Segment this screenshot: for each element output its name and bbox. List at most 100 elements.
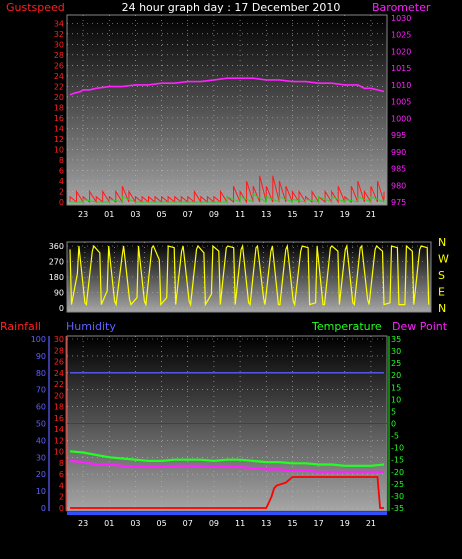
baro-tick-label: 975 [391,198,406,207]
direction-tick-label: 360 [49,242,64,251]
rain-tick-label: 8 [59,459,64,468]
baro-tick-label: 1000 [391,114,411,123]
baro-tick-label: 1025 [391,31,411,40]
gust-tick-label: 26 [54,61,64,70]
baro-tick-label: 980 [391,181,406,190]
gust-tick-label: 2 [59,187,64,196]
rain-tick-label: 2 [59,493,64,502]
gust-tick-label: 4 [59,177,64,186]
x-tick-label: 11 [235,210,245,219]
x-tick-label: 17 [313,519,323,528]
baro-tick-label: 1005 [391,98,411,107]
bottom-time-bar [67,512,387,515]
temp-tick-label: -10 [391,444,404,453]
x-tick-label: 07 [183,210,193,219]
x-tick-label: 21 [366,210,376,219]
baro-tick-label: 1030 [391,14,411,23]
rain-tick-label: 14 [54,425,64,434]
temp-tick-label: 20 [391,371,401,380]
direction-tick-label: 0 [59,304,64,313]
x-tick-label: 11 [235,519,245,528]
humidity-tick-label: 30 [36,453,46,462]
compass-label: E [438,286,445,299]
x-tick-label: 05 [156,210,166,219]
gust-tick-label: 0 [59,198,64,207]
dewpoint-line [69,459,384,473]
rain-tick-label: 4 [59,481,64,490]
humidity-tick-label: 10 [36,487,46,496]
compass-label: W [438,253,449,266]
barometer-label: Barometer [372,1,431,14]
x-tick-label: 13 [261,519,271,528]
baro-tick-label: 995 [391,131,406,140]
rain-tick-label: 30 [54,335,64,344]
x-tick-label: 23 [78,210,88,219]
gust-tick-label: 30 [54,40,64,49]
x-tick-label: 09 [209,210,219,219]
temp-tick-label: 25 [391,359,401,368]
direction-line [69,243,430,307]
compass-label: S [438,269,445,282]
gust-tick-label: 18 [54,103,64,112]
graph-title: 24 hour graph day : 17 December 2010 [122,1,341,14]
temp-tick-label: -25 [391,480,404,489]
x-tick-label: 07 [183,519,193,528]
humidity-tick-label: 60 [36,403,46,412]
rain-tick-label: 0 [59,504,64,513]
gust-tick-label: 22 [54,82,64,91]
temp-tick-label: 10 [391,395,401,404]
gust-tick-label: 8 [59,156,64,165]
gust-tick-label: 24 [54,72,64,81]
gust-tick-label: 28 [54,51,64,60]
temp-tick-label: -20 [391,468,404,477]
direction-tick-label: 270 [49,258,64,267]
x-tick-label: 17 [313,210,323,219]
temp-tick-label: -15 [391,456,404,465]
humidity-tick-label: 100 [31,335,46,344]
rain-tick-label: 16 [54,414,64,423]
baro-tick-label: 1015 [391,64,411,73]
baro-tick-label: 1010 [391,81,411,90]
x-tick-label: 05 [156,519,166,528]
humidity-tick-label: 80 [36,369,46,378]
temp-tick-label: -35 [391,504,404,513]
humidity-tick-label: 20 [36,470,46,479]
dewpoint-label: Dew Point [392,320,448,333]
gust-tick-label: 6 [59,166,64,175]
temp-tick-label: 30 [391,347,401,356]
humidity-tick-label: 70 [36,386,46,395]
temperature-label: Temperature [311,320,382,333]
direction-tick-label: 180 [49,273,64,282]
humidity-tick-label: 50 [36,420,46,429]
baro-tick-label: 1020 [391,47,411,56]
gust-tick-label: 32 [54,30,64,39]
rain-tick-label: 10 [54,448,64,457]
baro-tick-label: 990 [391,148,406,157]
x-tick-label: 19 [340,519,350,528]
rainfall-line [70,476,384,509]
x-tick-label: 15 [287,519,297,528]
x-tick-label: 09 [209,519,219,528]
x-tick-label: 01 [104,210,114,219]
temperature-line [69,450,385,467]
humidity-tick-label: 90 [36,352,46,361]
humidity-tick-label: 40 [36,436,46,445]
temp-tick-label: 35 [391,335,401,344]
temp-tick-label: -5 [391,432,399,441]
temp-tick-label: -30 [391,492,404,501]
x-tick-label: 21 [366,519,376,528]
x-tick-label: 19 [340,210,350,219]
compass-label: N [438,236,446,249]
rain-tick-label: 6 [59,470,64,479]
gust-tick-label: 14 [54,124,64,133]
gust-tick-label: 20 [54,93,64,102]
direction-tick-label: 90 [54,289,64,298]
series-lines [67,77,430,509]
x-tick-label: 23 [78,519,88,528]
x-tick-label: 03 [130,519,140,528]
rain-tick-label: 20 [54,391,64,400]
temp-tick-label: 5 [391,407,396,416]
compass-label: N [438,302,446,315]
gust-tick-label: 10 [54,145,64,154]
